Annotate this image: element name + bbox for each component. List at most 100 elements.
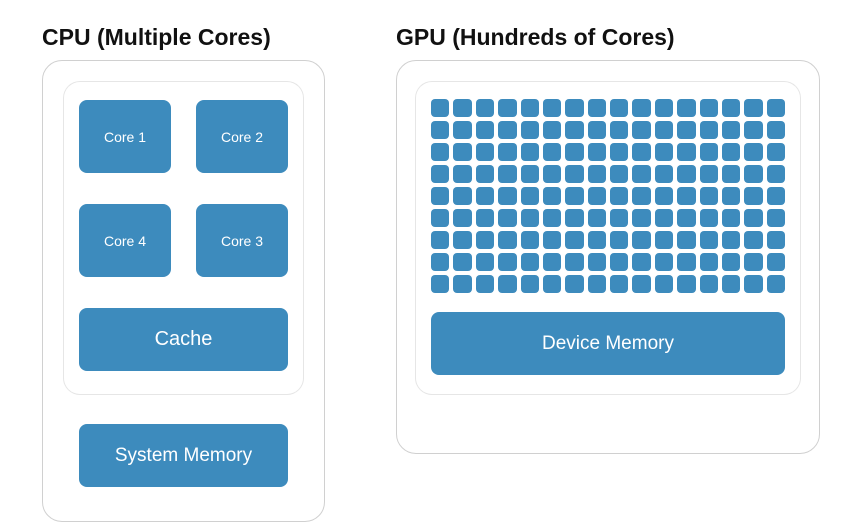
gpu-core [722, 187, 740, 205]
gpu-core [677, 231, 695, 249]
gpu-core [431, 275, 449, 293]
gpu-core [453, 99, 471, 117]
gpu-core [521, 253, 539, 271]
core-label: Core 3 [221, 233, 263, 249]
gpu-core [655, 209, 673, 227]
gpu-core [543, 253, 561, 271]
gpu-core [610, 143, 628, 161]
gpu-core [677, 143, 695, 161]
gpu-core [498, 143, 516, 161]
gpu-core [453, 143, 471, 161]
gpu-core [700, 253, 718, 271]
gpu-core [565, 121, 583, 139]
gpu-core [655, 143, 673, 161]
gpu-core [700, 275, 718, 293]
cache-label: Cache [155, 328, 213, 351]
gpu-core [588, 253, 606, 271]
gpu-core [700, 121, 718, 139]
cpu-system-memory-block: System Memory [79, 424, 288, 487]
gpu-core [722, 209, 740, 227]
gpu-core [431, 143, 449, 161]
gpu-core [700, 187, 718, 205]
gpu-core [588, 187, 606, 205]
gpu-core [565, 187, 583, 205]
gpu-core [767, 209, 785, 227]
gpu-core [431, 121, 449, 139]
gpu-core [476, 187, 494, 205]
gpu-core [498, 187, 516, 205]
gpu-core [767, 99, 785, 117]
core-label: Core 4 [104, 233, 146, 249]
gpu-title: GPU (Hundreds of Cores) [396, 24, 675, 51]
gpu-core [453, 209, 471, 227]
gpu-core [498, 231, 516, 249]
gpu-core [431, 165, 449, 183]
cpu-core-3: Core 3 [196, 204, 288, 277]
gpu-core [565, 209, 583, 227]
gpu-core [543, 99, 561, 117]
gpu-core [610, 99, 628, 117]
core-label: Core 1 [104, 129, 146, 145]
gpu-core [498, 99, 516, 117]
gpu-core [521, 187, 539, 205]
cpu-title: CPU (Multiple Cores) [42, 24, 271, 51]
gpu-core [476, 143, 494, 161]
gpu-core [521, 209, 539, 227]
cpu-cache-block: Cache [79, 308, 288, 371]
gpu-core [767, 187, 785, 205]
gpu-core [543, 143, 561, 161]
gpu-core [767, 165, 785, 183]
gpu-core [543, 209, 561, 227]
gpu-core [521, 275, 539, 293]
gpu-core [722, 165, 740, 183]
gpu-core [498, 121, 516, 139]
gpu-core [565, 231, 583, 249]
gpu-core [610, 121, 628, 139]
gpu-core [700, 99, 718, 117]
gpu-core [610, 253, 628, 271]
gpu-core [722, 99, 740, 117]
gpu-core [476, 253, 494, 271]
gpu-core [677, 121, 695, 139]
gpu-core [722, 231, 740, 249]
gpu-core [476, 121, 494, 139]
gpu-core [498, 275, 516, 293]
gpu-core [543, 275, 561, 293]
gpu-core [476, 165, 494, 183]
gpu-core [453, 253, 471, 271]
gpu-core [744, 275, 762, 293]
gpu-core [588, 231, 606, 249]
gpu-core [655, 165, 673, 183]
gpu-core [543, 231, 561, 249]
gpu-core [476, 209, 494, 227]
gpu-core [744, 143, 762, 161]
gpu-core [744, 209, 762, 227]
gpu-core [677, 165, 695, 183]
diagram-canvas: CPU (Multiple Cores) Core 1 Core 2 Core … [0, 0, 850, 526]
gpu-core [632, 143, 650, 161]
gpu-core [767, 143, 785, 161]
gpu-core [655, 121, 673, 139]
cpu-core-2: Core 2 [196, 100, 288, 173]
gpu-core [655, 253, 673, 271]
gpu-core [655, 231, 673, 249]
gpu-core [655, 275, 673, 293]
gpu-core [767, 253, 785, 271]
gpu-core [565, 253, 583, 271]
gpu-core [677, 275, 695, 293]
gpu-core [588, 121, 606, 139]
gpu-core [543, 165, 561, 183]
cpu-core-1: Core 1 [79, 100, 171, 173]
gpu-core [632, 99, 650, 117]
gpu-core [632, 253, 650, 271]
gpu-core [677, 99, 695, 117]
gpu-core [521, 143, 539, 161]
gpu-core [521, 165, 539, 183]
gpu-core [498, 209, 516, 227]
device-memory-label: Device Memory [542, 333, 674, 355]
gpu-core [476, 275, 494, 293]
gpu-core [588, 165, 606, 183]
gpu-core [588, 275, 606, 293]
gpu-core [632, 187, 650, 205]
gpu-core [632, 209, 650, 227]
